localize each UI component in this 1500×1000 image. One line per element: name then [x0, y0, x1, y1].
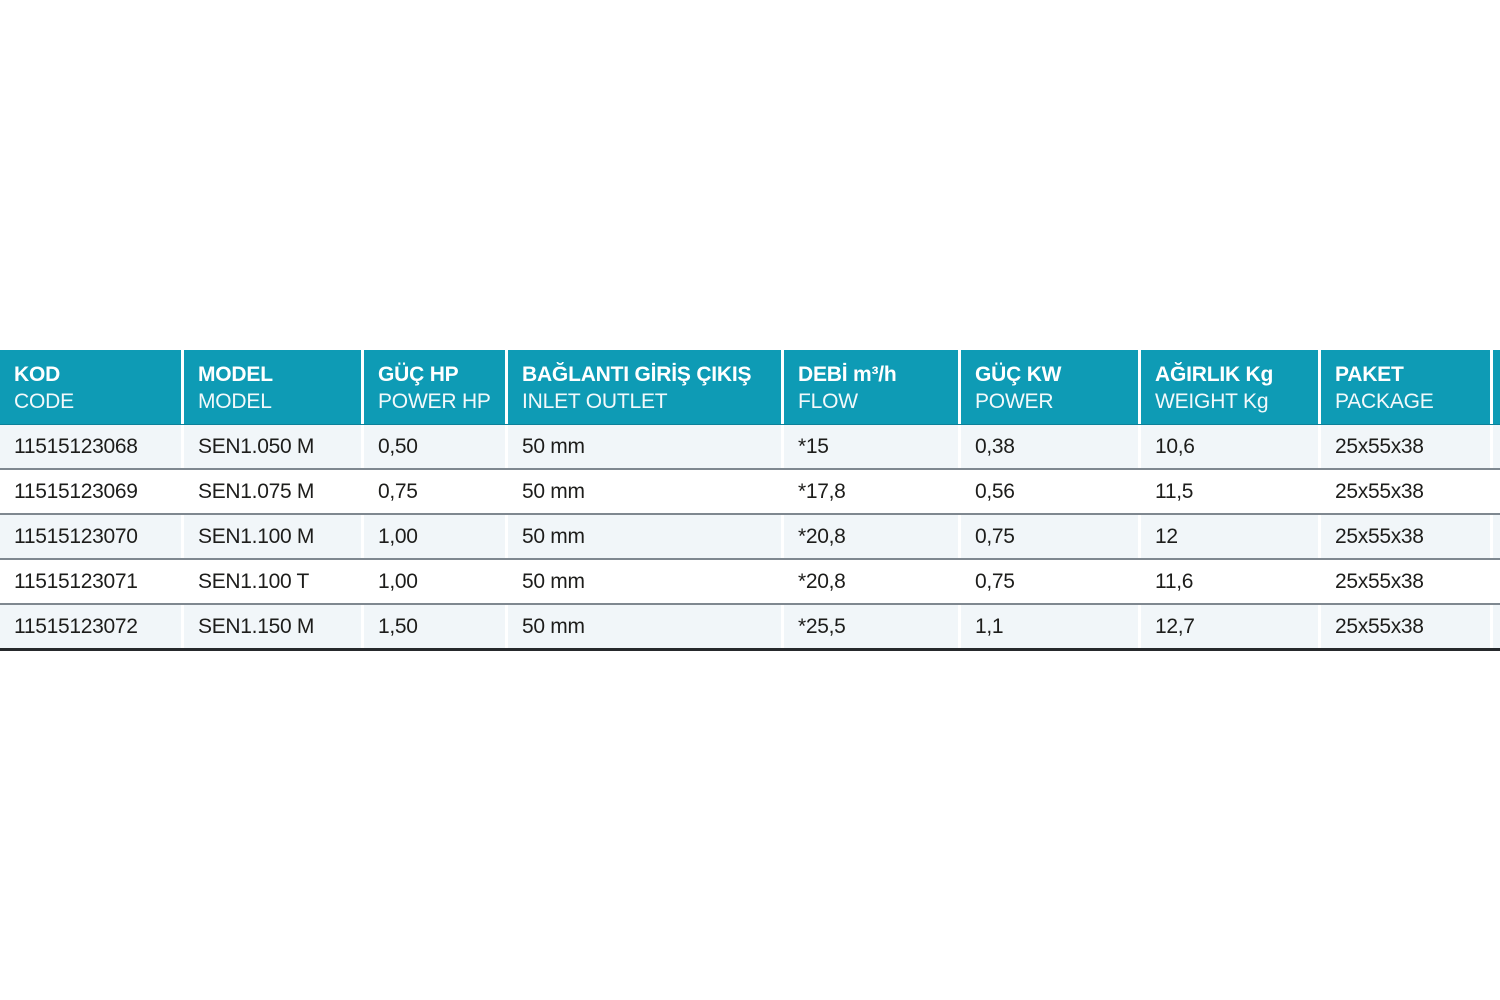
- cell-inlet-outlet: 50 mm: [508, 470, 781, 513]
- cell-weight-kg: 12: [1141, 515, 1318, 558]
- cell-power-hp: 0,75: [364, 470, 505, 513]
- cell-truncated: [1493, 425, 1500, 468]
- cell-power-hp: 1,00: [364, 560, 505, 603]
- column-header-en-label: WEIGHT Kg: [1155, 390, 1269, 413]
- cell-inlet-outlet: 50 mm: [508, 425, 781, 468]
- cell-power: 0,38: [961, 425, 1138, 468]
- column-header-tr-label: PAKET: [1335, 363, 1404, 386]
- cell-weight-kg: 10,6: [1141, 425, 1318, 468]
- table-body: 11515123068 SEN1.050 M 0,50 50 mm *15 0,38 10,…: [0, 425, 1500, 651]
- cell-code: 11515123068: [0, 425, 181, 468]
- column-header-en-label: MODEL: [198, 390, 272, 413]
- cell-truncated: [1493, 470, 1500, 513]
- cell-power-hp: 1,50: [364, 605, 505, 648]
- column-header-package: PAKET PACKAGE: [1321, 350, 1490, 424]
- column-header-tr-label: GÜÇ HP: [378, 363, 459, 386]
- column-header-tr-label: GÜÇ KW: [975, 363, 1062, 386]
- column-header-inlet-outlet: BAĞLANTI GİRİŞ ÇIKIŞ INLET OUTLET: [508, 350, 781, 424]
- column-header-en-label: INLET OUTLET: [522, 390, 668, 413]
- column-header-en-label: PACKAGE: [1335, 390, 1434, 413]
- column-header-truncated: [1493, 350, 1500, 424]
- table-header-row: KOD CODE MODEL MODEL GÜÇ HP POWER HP BAĞLANTI …: [0, 350, 1500, 425]
- column-header-weight-kg: AĞIRLIK Kg WEIGHT Kg: [1141, 350, 1318, 424]
- cell-power: 1,1: [961, 605, 1138, 648]
- cell-weight-kg: 12,7: [1141, 605, 1318, 648]
- cell-model: SEN1.100 T: [184, 560, 361, 603]
- cell-flow: *20,8: [784, 560, 958, 603]
- column-header-en-label: FLOW: [798, 390, 858, 413]
- column-header-code: KOD CODE: [0, 350, 181, 424]
- cell-code: 11515123069: [0, 470, 181, 513]
- cell-package: 25x55x38: [1321, 425, 1490, 468]
- cell-truncated: [1493, 515, 1500, 558]
- cell-model: SEN1.075 M: [184, 470, 361, 513]
- table-row: 11515123069 SEN1.075 M 0,75 50 mm *17,8 0,56 1…: [0, 470, 1500, 515]
- cell-model: SEN1.100 M: [184, 515, 361, 558]
- cell-code: 11515123070: [0, 515, 181, 558]
- column-header-en-label: CODE: [14, 390, 74, 413]
- cell-package: 25x55x38: [1321, 470, 1490, 513]
- cell-power: 0,56: [961, 470, 1138, 513]
- table-row: 11515123068 SEN1.050 M 0,50 50 mm *15 0,38 10,…: [0, 425, 1500, 470]
- cell-truncated: [1493, 560, 1500, 603]
- column-header-tr-label: AĞIRLIK Kg: [1155, 363, 1274, 386]
- cell-code: 11515123071: [0, 560, 181, 603]
- cell-truncated: [1493, 605, 1500, 648]
- table-row: 11515123070 SEN1.100 M 1,00 50 mm *20,8 0,75 1…: [0, 515, 1500, 560]
- cell-package: 25x55x38: [1321, 560, 1490, 603]
- product-spec-table: KOD CODE MODEL MODEL GÜÇ HP POWER HP BAĞLANTI …: [0, 350, 1500, 651]
- column-header-tr-label: DEBİ m³/h: [798, 363, 897, 386]
- cell-inlet-outlet: 50 mm: [508, 560, 781, 603]
- cell-power: 0,75: [961, 560, 1138, 603]
- column-header-en-label: POWER HP: [378, 390, 491, 413]
- column-header-tr-label: KOD: [14, 363, 61, 386]
- cell-inlet-outlet: 50 mm: [508, 515, 781, 558]
- table-row: 11515123072 SEN1.150 M 1,50 50 mm *25,5 1,1 12…: [0, 605, 1500, 651]
- column-header-en-label: POWER: [975, 390, 1054, 413]
- cell-package: 25x55x38: [1321, 515, 1490, 558]
- cell-power: 0,75: [961, 515, 1138, 558]
- column-header-power: GÜÇ KW POWER: [961, 350, 1138, 424]
- cell-inlet-outlet: 50 mm: [508, 605, 781, 648]
- cell-weight-kg: 11,5: [1141, 470, 1318, 513]
- column-header-flow: DEBİ m³/h FLOW: [784, 350, 958, 424]
- column-header-model: MODEL MODEL: [184, 350, 361, 424]
- cell-flow: *20,8: [784, 515, 958, 558]
- cell-flow: *17,8: [784, 470, 958, 513]
- cell-flow: *25,5: [784, 605, 958, 648]
- column-header-power-hp: GÜÇ HP POWER HP: [364, 350, 505, 424]
- cell-code: 11515123072: [0, 605, 181, 648]
- table-row: 11515123071 SEN1.100 T 1,00 50 mm *20,8 0,75 1…: [0, 560, 1500, 605]
- cell-flow: *15: [784, 425, 958, 468]
- cell-power-hp: 1,00: [364, 515, 505, 558]
- cell-power-hp: 0,50: [364, 425, 505, 468]
- cell-weight-kg: 11,6: [1141, 560, 1318, 603]
- cell-package: 25x55x38: [1321, 605, 1490, 648]
- cell-model: SEN1.150 M: [184, 605, 361, 648]
- cell-model: SEN1.050 M: [184, 425, 361, 468]
- column-header-tr-label: BAĞLANTI GİRİŞ ÇIKIŞ: [522, 363, 752, 386]
- column-header-tr-label: MODEL: [198, 363, 273, 386]
